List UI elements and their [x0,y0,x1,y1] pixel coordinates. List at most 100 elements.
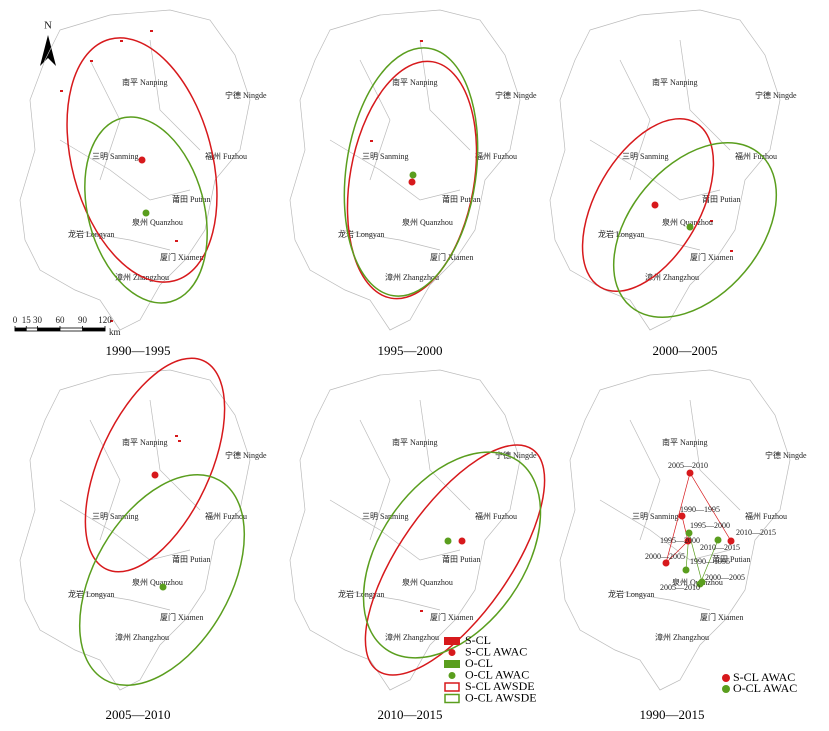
legend-symbol [722,685,730,693]
s-cl-awac [678,512,686,520]
s-cl-awac [686,469,694,477]
land-speck [90,60,93,62]
awsde-ellipse [581,117,715,293]
city-label: 三明 Sanming [622,152,668,161]
s-cl-awac [684,537,692,545]
scale-label: 0 [13,315,18,325]
period-label: 2005—2010 [660,583,700,592]
city-label: 龙岩 Longyan [608,589,654,599]
city-label: 宁德 Ningde [495,90,537,100]
land-speck [370,140,373,142]
city-label: 莆田 Putian [712,554,750,564]
city-label: 厦门 Xiamen [690,252,733,262]
awsde-ellipse [346,60,478,300]
scale-label: 30 [33,315,43,325]
legend-label: S-CL AWSDE [465,679,535,693]
period-label: 1995—2000 [660,536,700,545]
awsde-ellipse [364,444,546,676]
province-outline [289,9,521,331]
awsde-ellipse [66,37,218,283]
scale-unit: km [109,327,121,337]
land-speck [150,30,153,32]
city-label: 三明 Sanming [362,152,408,161]
land-speck [730,250,733,252]
land-speck [710,220,713,222]
awac-point [138,156,146,164]
period-label: 2010—2015 [700,543,740,552]
city-label: 龙岩 Longyan [68,589,114,599]
city-label: 莆田 Putian [702,194,740,204]
awsde-ellipse [343,47,479,297]
legend-symbol [448,672,456,679]
city-label: 宁德 Ningde [755,90,797,100]
city-label: 龙岩 Longyan [338,229,384,239]
scale-segment [37,328,60,331]
city-label: 厦门 Xiamen [700,612,743,622]
city-label: 漳州 Zhangzhou [385,632,439,642]
city-label: 南平 Nanping [392,77,438,87]
land-speck [420,40,423,42]
city-label: 南平 Nanping [122,77,168,87]
scale-segment [82,328,105,331]
panel-caption: 1990—2015 [640,707,705,722]
panel-caption: 2010—2015 [378,707,443,722]
city-label: 龙岩 Longyan [338,589,384,599]
city-label: 漳州 Zhangzhou [645,272,699,282]
north-label: N [44,20,52,32]
map-panel: 南平 Nanping 宁德 Ningde 三明 Sanming 福州 Fuzhou 莆田… [559,369,807,691]
legend-symbol [444,637,460,645]
legend-label: S-CL AWAC [465,644,527,658]
province-outline [549,9,781,331]
scale-label: 60 [56,315,66,325]
map-panel: 南平 Nanping 宁德 Ningde 三明 Sanming 福州 Fuzhou 莆田… [549,9,797,331]
legend-symbol [444,682,460,692]
land-speck [175,240,178,242]
city-label: 厦门 Xiamen [160,252,203,262]
period-label: 1995—2000 [690,521,730,530]
city-label: 厦门 Xiamen [430,612,473,622]
legend-label: O-CL AWSDE [465,690,537,704]
awsde-ellipse [84,357,226,573]
o-cl-awac [682,566,690,574]
city-label: 三明 Sanming [92,512,138,521]
o-cl-awac [714,536,722,544]
scale-label: 90 [78,315,88,325]
city-label: 三明 Sanming [362,512,408,521]
legend-label: O-CL AWAC [465,667,529,681]
legend-symbol [444,693,460,704]
city-label: 漳州 Zhangzhou [655,632,709,642]
scale-label: 15 [22,315,32,325]
city-label: 南平 Nanping [662,437,708,447]
awsde-ellipse [78,474,246,686]
legend-label: S-CL [465,633,491,647]
scale-label: 120 [98,315,112,325]
land-speck [110,320,113,322]
awac-point [142,209,150,217]
city-label: 莆田 Putian [172,194,210,204]
city-label: 福州 Fuzhou [475,152,517,161]
land-speck [60,90,63,92]
awsde-ellipse [84,116,208,304]
scale-segment [15,328,27,331]
city-label: 莆田 Putian [442,194,480,204]
city-label: 龙岩 Longyan [68,229,114,239]
city-label: 福州 Fuzhou [205,512,247,521]
awac-point [458,537,466,545]
city-label: 厦门 Xiamen [160,612,203,622]
legend-label: S-CL AWAC [733,670,795,684]
city-label: 泉州 Quanzhou [132,217,183,227]
period-label: 2000—2005 [645,552,685,561]
land-speck [420,610,423,612]
awac-point [409,171,417,179]
city-label: 福州 Fuzhou [205,152,247,161]
city-label: 龙岩 Longyan [598,229,644,239]
period-label: 1990—1995 [680,505,720,514]
period-label: 1990—1995 [690,557,730,566]
city-label: 宁德 Ningde [225,90,267,100]
north-arrow: N [40,20,56,66]
city-label: 南平 Nanping [122,437,168,447]
panel-caption: 1995—2000 [378,343,443,358]
city-label: 宁德 Ningde [765,450,807,460]
city-label: 泉州 Quanzhou [662,217,713,227]
panel-caption: 2005—2010 [106,707,171,722]
